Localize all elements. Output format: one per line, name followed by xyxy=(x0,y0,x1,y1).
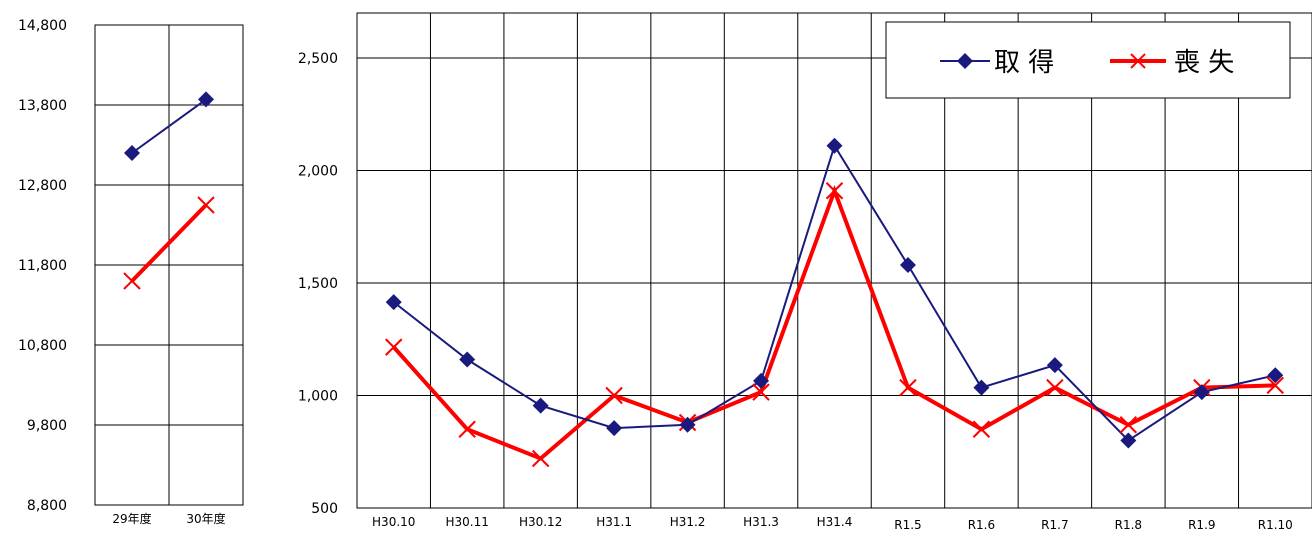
monthly-ytick-4: 500 xyxy=(311,501,338,517)
monthly-loss-point-12 xyxy=(1266,376,1284,395)
monthly-loss-point-0 xyxy=(385,338,403,356)
monthly-acquire-point-6 xyxy=(826,137,843,154)
annual-acquire-point-1 xyxy=(198,91,214,108)
monthly-ytick-3: 1,000 xyxy=(298,389,338,405)
annual-chart: 14,800 13,800 12,800 11,800 10,800 9,800 8,800… xyxy=(18,18,244,526)
monthly-ytick-0: 2,500 xyxy=(298,51,338,67)
monthly-loss-point-7 xyxy=(899,378,917,397)
annual-acquire-point-0 xyxy=(124,145,140,161)
annual-ytick-2: 12,800 xyxy=(18,178,67,194)
annual-loss-line xyxy=(130,203,208,283)
monthly-acquire-point-7 xyxy=(899,257,916,273)
monthly-xtick-11: R1.9 xyxy=(1188,518,1215,532)
monthly-ytick-1: 2,000 xyxy=(298,164,338,180)
monthly-xtick-5: H31.3 xyxy=(743,515,779,529)
monthly-xtick-0: H30.10 xyxy=(372,515,415,529)
monthly-acquire-point-11 xyxy=(1193,384,1210,401)
legend-acquire-label: 取 得 xyxy=(994,48,1054,78)
monthly-loss-point-6 xyxy=(825,182,844,200)
annual-acquire-line xyxy=(131,98,207,154)
monthly-xtick-3: H31.1 xyxy=(596,515,632,529)
annual-loss-point-1 xyxy=(197,196,215,214)
monthly-acquire-point-5 xyxy=(753,372,770,389)
monthly-loss-point-2 xyxy=(531,449,550,468)
monthly-plot-frame xyxy=(356,12,1312,509)
monthly-acquire-point-2 xyxy=(532,397,549,414)
legend-loss-marker xyxy=(1130,53,1146,69)
monthly-loss-point-3 xyxy=(605,386,623,405)
monthly-acquire-point-10 xyxy=(1120,432,1137,449)
monthly-xtick-8: R1.6 xyxy=(968,518,995,532)
legend-loss-label: 喪 失 xyxy=(1174,48,1234,78)
monthly-acquire-point-9 xyxy=(1046,357,1063,374)
monthly-loss-line xyxy=(392,184,1276,461)
monthly-xtick-4: H31.2 xyxy=(670,515,706,529)
annual-ytick-0: 14,800 xyxy=(18,18,67,34)
monthly-loss-point-1 xyxy=(458,420,476,438)
annual-ytick-3: 11,800 xyxy=(18,258,67,274)
monthly-acquire-point-0 xyxy=(385,294,402,311)
monthly-xtick-10: R1.8 xyxy=(1115,518,1142,532)
monthly-xtick-2: H30.12 xyxy=(519,515,562,529)
annual-ytick-4: 10,800 xyxy=(18,338,67,354)
monthly-acquire-point-3 xyxy=(606,420,623,437)
annual-ytick-6: 8,800 xyxy=(27,498,67,514)
monthly-loss-point-9 xyxy=(1046,378,1064,397)
monthly-xtick-9: R1.7 xyxy=(1041,518,1068,532)
monthly-acquire-point-12 xyxy=(1267,367,1284,384)
monthly-loss-point-8 xyxy=(972,420,991,438)
monthly-loss-point-10 xyxy=(1119,416,1138,434)
monthly-acquire-point-1 xyxy=(459,351,476,368)
monthly-loss-point-5 xyxy=(752,383,770,401)
legend: 取 得 喪 失 xyxy=(885,21,1291,99)
monthly-ytick-2: 1,500 xyxy=(298,276,338,292)
monthly-xtick-1: H30.11 xyxy=(445,515,488,529)
annual-xtick-1: 30年度 xyxy=(186,511,225,526)
monthly-acquire-point-4 xyxy=(679,416,696,433)
monthly-xtick-6: H31.4 xyxy=(817,515,853,529)
annual-ytick-5: 9,800 xyxy=(27,418,67,434)
annual-xtick-0: 29年度 xyxy=(112,511,151,526)
monthly-xtick-12: R1.10 xyxy=(1258,518,1293,532)
annual-plot-frame xyxy=(94,24,244,506)
monthly-chart: 2,500 2,000 1,500 1,000 500 H30.10 H30.11 H30.1… xyxy=(298,12,1312,532)
monthly-acquire-point-8 xyxy=(973,379,990,396)
annual-ytick-1: 13,800 xyxy=(18,98,67,114)
monthly-xtick-7: R1.5 xyxy=(894,518,921,532)
annual-loss-point-0 xyxy=(123,272,141,290)
legend-acquire-marker xyxy=(957,53,973,69)
